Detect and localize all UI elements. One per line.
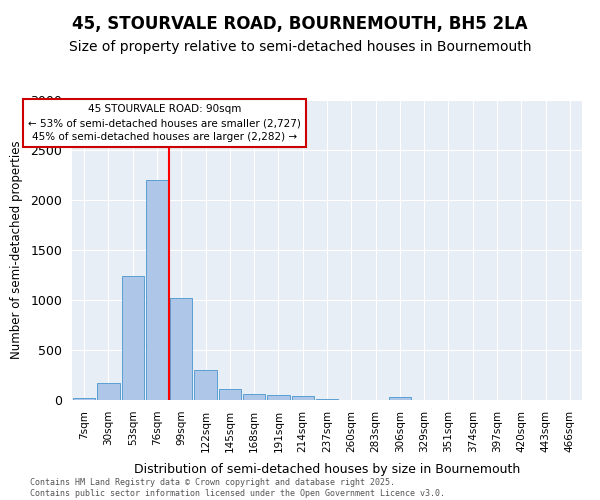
Text: 45, STOURVALE ROAD, BOURNEMOUTH, BH5 2LA: 45, STOURVALE ROAD, BOURNEMOUTH, BH5 2LA bbox=[72, 15, 528, 33]
Bar bbox=[267, 394, 290, 400]
Bar bbox=[73, 398, 95, 400]
Text: Size of property relative to semi-detached houses in Bournemouth: Size of property relative to semi-detach… bbox=[69, 40, 531, 54]
Bar bbox=[389, 397, 411, 400]
Bar bbox=[316, 398, 338, 400]
Bar bbox=[243, 394, 265, 400]
Bar bbox=[122, 276, 144, 400]
Bar bbox=[292, 396, 314, 400]
Bar bbox=[218, 389, 241, 400]
Bar bbox=[170, 298, 193, 400]
Y-axis label: Number of semi-detached properties: Number of semi-detached properties bbox=[10, 140, 23, 360]
Bar bbox=[97, 383, 119, 400]
Bar bbox=[146, 180, 168, 400]
Text: Contains HM Land Registry data © Crown copyright and database right 2025.
Contai: Contains HM Land Registry data © Crown c… bbox=[30, 478, 445, 498]
Text: 45 STOURVALE ROAD: 90sqm
← 53% of semi-detached houses are smaller (2,727)
45% o: 45 STOURVALE ROAD: 90sqm ← 53% of semi-d… bbox=[28, 104, 301, 142]
X-axis label: Distribution of semi-detached houses by size in Bournemouth: Distribution of semi-detached houses by … bbox=[134, 463, 520, 476]
Bar bbox=[194, 370, 217, 400]
